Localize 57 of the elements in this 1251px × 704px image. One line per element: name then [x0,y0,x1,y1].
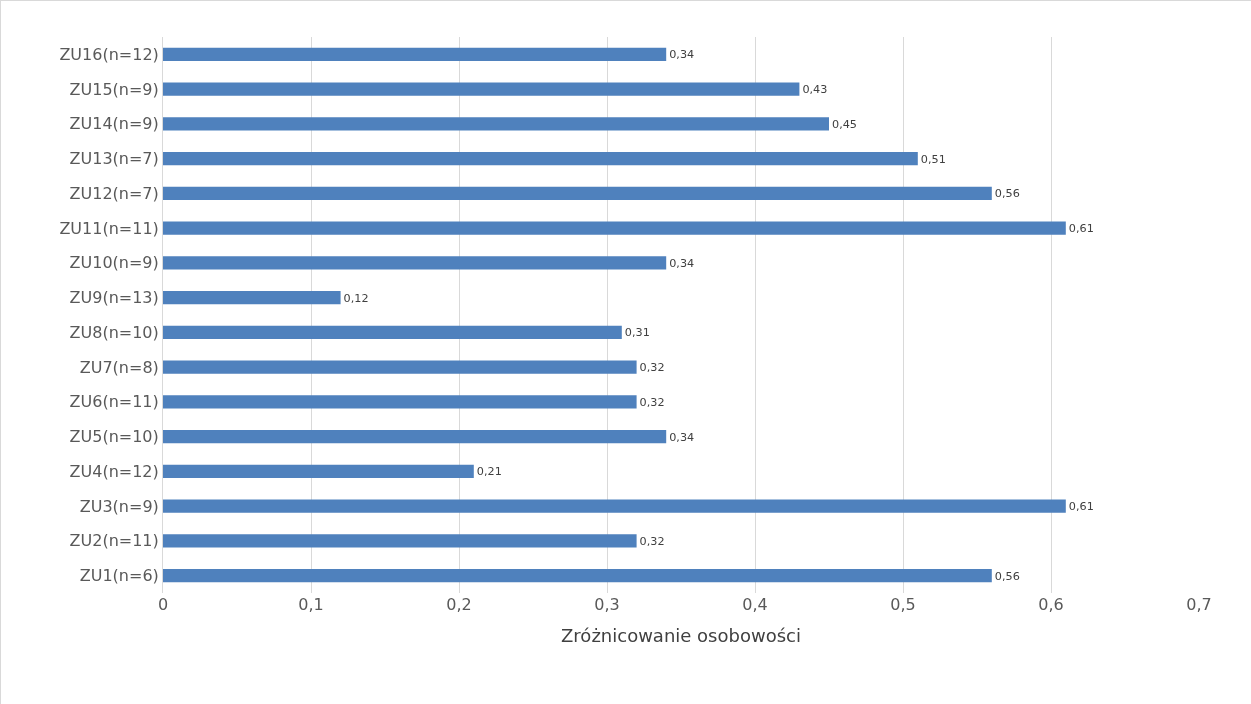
data-label: 0,32 [639,395,665,409]
y-tick-label: ZU4(n=12) [69,461,159,481]
data-label: 0,56 [994,187,1020,201]
bar [163,221,1066,235]
bar [163,186,992,200]
bar [163,152,918,166]
bar [163,499,1066,513]
y-tick-label: ZU11(n=11) [59,218,159,238]
bar [163,47,667,61]
bar [163,360,637,374]
y-tick-label: ZU16(n=12) [59,44,159,64]
y-tick-label: ZU9(n=13) [69,288,159,308]
data-label: 0,34 [669,430,695,444]
data-label: 0,32 [639,361,665,375]
y-tick-label: ZU8(n=10) [69,322,159,342]
bar [163,534,637,548]
x-tick-label: 0,3 [594,595,620,614]
x-tick-label: 0,4 [742,595,768,614]
y-tick-label: ZU13(n=7) [69,149,159,169]
data-label: 0,31 [624,326,650,340]
y-tick-label: ZU6(n=11) [69,392,159,412]
x-tick-label: 0,7 [1186,595,1212,614]
bar [163,395,637,409]
bar [163,82,800,96]
x-tick-label: 0,6 [1038,595,1064,614]
data-label: 0,34 [669,256,695,270]
data-label: 0,32 [639,534,665,548]
bar [163,464,474,478]
y-tick-label: ZU5(n=10) [69,427,159,447]
y-tick-label: ZU7(n=8) [79,357,159,377]
x-axis-title: Zróżnicowanie osobowości [561,625,801,647]
bar [163,430,667,444]
y-tick-label: ZU3(n=9) [79,496,159,516]
x-tick-label: 0,1 [298,595,324,614]
data-label: 0,43 [802,83,828,97]
bar [163,291,341,305]
data-label: 0,45 [832,117,857,131]
y-tick-label: ZU2(n=11) [69,531,159,551]
x-tick-label: 0 [157,595,169,614]
x-tick-label: 0,2 [446,595,472,614]
bar [163,117,829,131]
data-label: 0,51 [920,152,946,166]
data-label: 0,12 [343,291,369,305]
x-tick-label: 0,5 [890,595,916,614]
y-tick-label: ZU12(n=7) [69,183,159,203]
bar [163,325,622,339]
data-label: 0,34 [669,48,695,62]
y-tick-label: ZU10(n=9) [69,253,159,273]
data-label: 0,61 [1068,500,1094,514]
y-tick-label: ZU14(n=9) [69,114,159,134]
y-tick-label: ZU1(n=6) [79,566,159,586]
data-label: 0,21 [476,465,502,479]
bar [163,256,667,270]
data-label: 0,61 [1068,222,1094,236]
y-tick-label: ZU15(n=9) [69,79,159,99]
data-label: 0,56 [994,569,1020,583]
bar [163,569,992,583]
